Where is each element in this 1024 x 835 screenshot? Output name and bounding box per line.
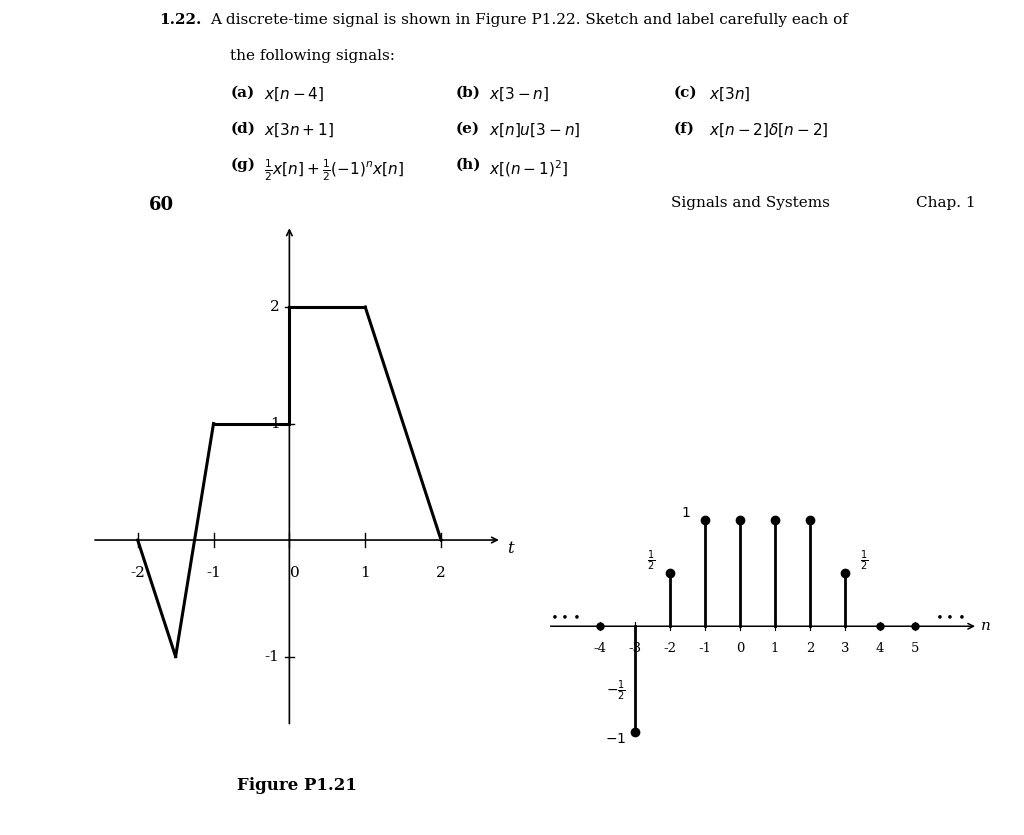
Text: -1: -1 <box>264 650 280 664</box>
Text: 0: 0 <box>290 565 300 579</box>
Text: 1: 1 <box>269 417 280 431</box>
Text: $x[3-n]$: $x[3-n]$ <box>489 85 550 103</box>
Text: $\frac{1}{2}x[n]+\frac{1}{2}(-1)^{n}x[n]$: $\frac{1}{2}x[n]+\frac{1}{2}(-1)^{n}x[n]… <box>264 158 404 184</box>
Text: Signals and Systems: Signals and Systems <box>671 196 829 210</box>
Text: -4: -4 <box>594 642 607 655</box>
Text: A discrete-time signal is shown in Figure P1.22. Sketch and label carefully each: A discrete-time signal is shown in Figur… <box>210 13 848 28</box>
Text: $x[n-4]$: $x[n-4]$ <box>264 85 325 103</box>
Text: -1: -1 <box>698 642 712 655</box>
Text: $\frac{1}{2}$: $\frac{1}{2}$ <box>647 549 655 574</box>
Text: $x[3n]$: $x[3n]$ <box>709 85 750 103</box>
Text: 2: 2 <box>436 565 446 579</box>
Text: (h): (h) <box>456 158 481 172</box>
Text: 4: 4 <box>876 642 884 655</box>
Text: -1: -1 <box>206 565 221 579</box>
Text: (d): (d) <box>230 122 255 136</box>
Text: Chap. 1: Chap. 1 <box>916 196 976 210</box>
Text: -2: -2 <box>130 565 145 579</box>
Text: (b): (b) <box>456 85 480 99</box>
Text: 60: 60 <box>148 196 174 214</box>
Text: 1.22.: 1.22. <box>159 13 201 28</box>
Text: Figure P1.21: Figure P1.21 <box>237 777 357 793</box>
Text: $\bullet\bullet\bullet$: $\bullet\bullet\bullet$ <box>550 609 581 622</box>
Text: n: n <box>981 620 991 633</box>
Text: $x[n]u[3-n]$: $x[n]u[3-n]$ <box>489 122 581 139</box>
Text: the following signals:: the following signals: <box>230 49 395 63</box>
Text: (f): (f) <box>674 122 695 136</box>
Text: $-1$: $-1$ <box>605 732 627 746</box>
Text: 2: 2 <box>269 300 280 314</box>
Text: 1: 1 <box>771 642 779 655</box>
Text: $x[n-2]\delta[n-2]$: $x[n-2]\delta[n-2]$ <box>709 122 828 139</box>
Text: $x[(n-1)^{2}]$: $x[(n-1)^{2}]$ <box>489 158 569 179</box>
Text: 5: 5 <box>910 642 920 655</box>
Text: (a): (a) <box>230 85 255 99</box>
Text: (c): (c) <box>674 85 697 99</box>
Text: (e): (e) <box>456 122 480 136</box>
Text: $\bullet\bullet\bullet$: $\bullet\bullet\bullet$ <box>935 609 966 622</box>
Text: 0: 0 <box>736 642 744 655</box>
Text: 1: 1 <box>360 565 370 579</box>
Text: $-\frac{1}{2}$: $-\frac{1}{2}$ <box>606 679 626 703</box>
Text: (g): (g) <box>230 158 255 172</box>
Text: 3: 3 <box>841 642 849 655</box>
Text: $x[3n+1]$: $x[3n+1]$ <box>264 122 334 139</box>
Text: $\frac{1}{2}$: $\frac{1}{2}$ <box>860 549 868 574</box>
Text: -3: -3 <box>629 642 642 655</box>
Text: -2: -2 <box>664 642 677 655</box>
Text: t: t <box>507 539 514 557</box>
Text: 2: 2 <box>806 642 814 655</box>
Text: $1$: $1$ <box>681 507 691 520</box>
